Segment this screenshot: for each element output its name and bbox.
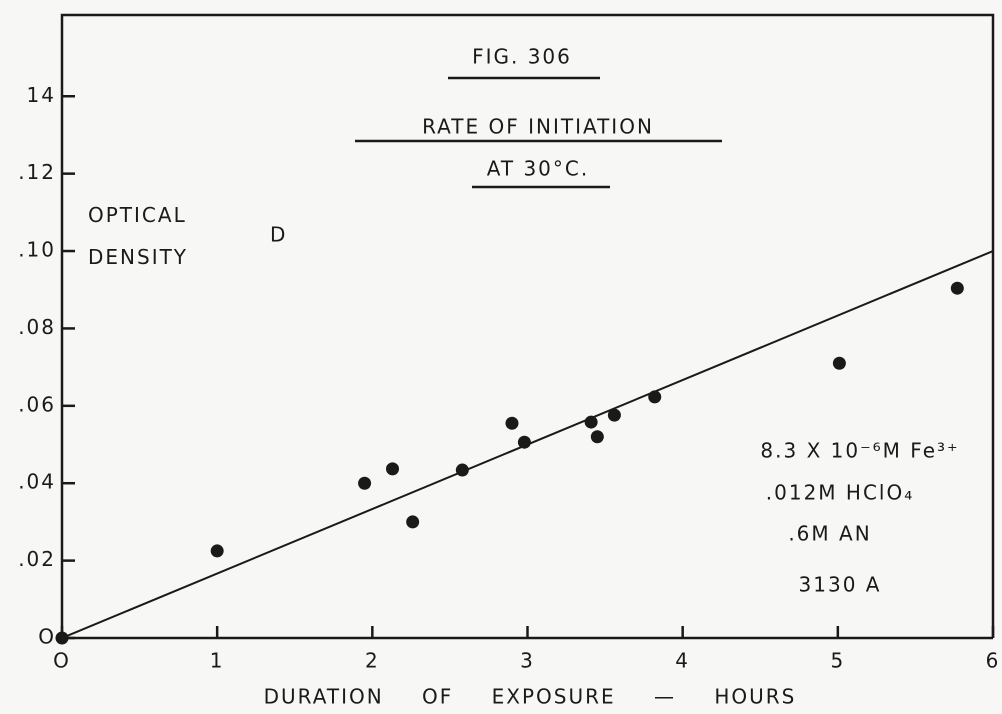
x-axis-label: DURATION OF EXPOSURE — HOURS <box>264 685 797 709</box>
data-point <box>517 435 531 449</box>
data-point <box>950 281 964 295</box>
y-axis-label: OPTICAL DENSITY <box>88 203 188 269</box>
x-tick-label: 5 <box>830 649 845 673</box>
annotation: .012M HClO₄ <box>766 481 914 505</box>
data-point <box>832 356 846 370</box>
plot-frame <box>60 13 995 638</box>
data-point <box>406 515 420 529</box>
chart-subtitle: RATE OF INITIATION <box>422 115 654 139</box>
data-point <box>648 390 662 404</box>
data-point <box>584 415 598 429</box>
y-tick-label: .10 <box>18 238 56 262</box>
y-tick-label: O <box>38 625 56 649</box>
x-tick-label: 6 <box>986 649 1001 673</box>
y-tick-label: .12 <box>18 160 56 184</box>
data-point <box>590 430 604 444</box>
annotation: .6M AN <box>788 522 871 546</box>
x-tick-label: 1 <box>210 649 225 673</box>
data-point <box>358 476 372 490</box>
data-point <box>505 416 519 430</box>
y-symbol: D <box>270 223 287 247</box>
annotation: 3130 A <box>799 573 882 597</box>
y-tick-label: .06 <box>18 392 56 416</box>
x-tick-label: O <box>53 649 71 673</box>
chart-title: FIG. 306 <box>472 45 572 69</box>
y-tick-label: .08 <box>18 315 56 339</box>
y-axis-label-line: DENSITY <box>88 245 188 269</box>
x-tick-label: 3 <box>520 649 535 673</box>
chart-subtitle: AT 30°C. <box>487 157 589 181</box>
annotation: 8.3 X 10⁻⁶M Fe³⁺ <box>760 439 959 463</box>
y-tick-label: .02 <box>18 547 56 571</box>
x-tick-label: 4 <box>675 649 690 673</box>
data-point <box>210 544 224 558</box>
y-tick-label: 14 <box>27 83 56 107</box>
data-point <box>55 631 69 645</box>
data-point <box>607 408 621 422</box>
data-point <box>386 462 400 476</box>
y-axis-label-line: OPTICAL <box>88 203 187 227</box>
data-point <box>455 463 469 477</box>
x-tick-label: 2 <box>365 649 380 673</box>
y-tick-label: .04 <box>18 470 56 494</box>
